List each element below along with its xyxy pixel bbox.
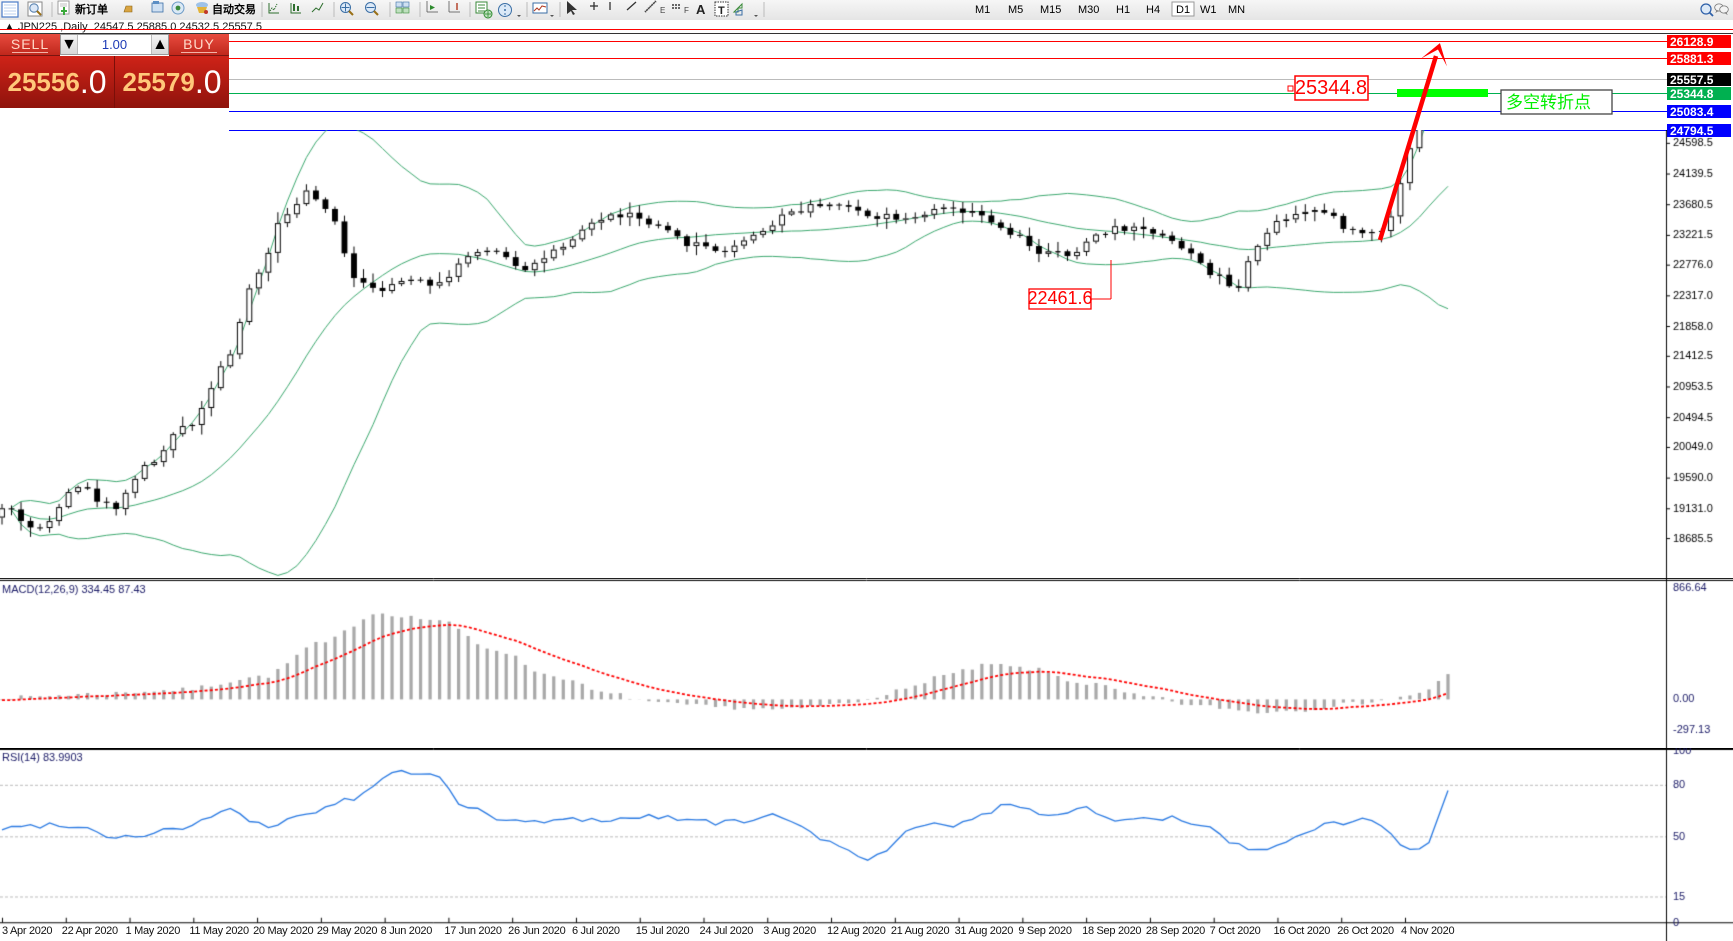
- svg-text:M15: M15: [1040, 4, 1061, 16]
- svg-text:W1: W1: [1200, 4, 1217, 16]
- svg-text:新订单: 新订单: [75, 2, 108, 16]
- svg-text:H4: H4: [1146, 4, 1160, 16]
- svg-text:M5: M5: [1008, 4, 1023, 16]
- svg-text:M30: M30: [1078, 4, 1099, 16]
- svg-text:E: E: [660, 6, 665, 15]
- svg-text:F: F: [684, 6, 689, 15]
- svg-text:MN: MN: [1228, 4, 1245, 16]
- svg-text:A: A: [696, 2, 706, 17]
- svg-text:多空转折点: 多空转折点: [1506, 93, 1591, 112]
- svg-text:自动交易: 自动交易: [212, 2, 256, 16]
- svg-text:H1: H1: [1116, 4, 1130, 16]
- svg-text:M1: M1: [975, 4, 990, 16]
- svg-text:25344.8: 25344.8: [1295, 77, 1367, 99]
- svg-text:T: T: [718, 5, 725, 17]
- svg-text:D1: D1: [1176, 4, 1190, 16]
